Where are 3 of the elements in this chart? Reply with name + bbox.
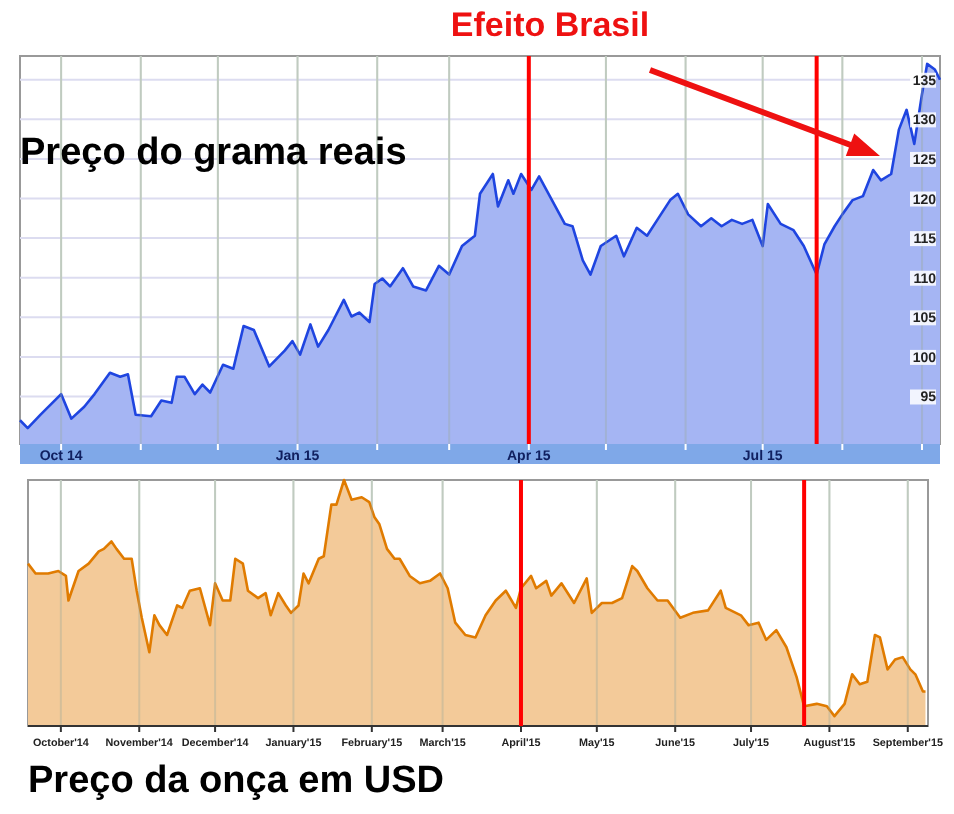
text: Efeito Brasil [450, 6, 650, 44]
text: Preço da onça em USD [28, 760, 445, 802]
text: Preço do grama reais [20, 132, 407, 174]
